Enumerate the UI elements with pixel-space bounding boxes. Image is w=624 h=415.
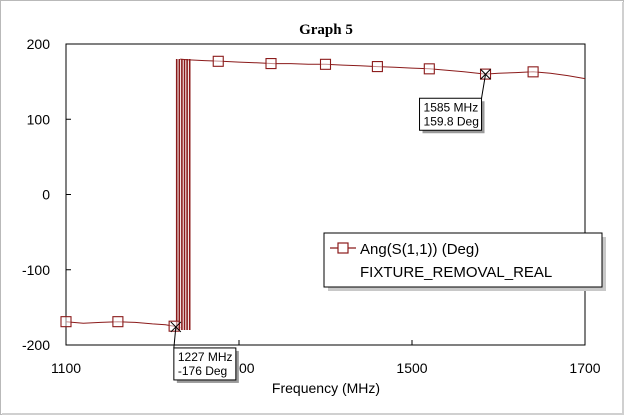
legend[interactable]: Ang(S(1,1)) (Deg) FIXTURE_REMOVAL_REAL	[323, 232, 606, 291]
data-marker	[212, 55, 224, 67]
x-tick-label: 1500	[396, 360, 427, 376]
annotation-leader	[481, 74, 487, 99]
annotation-text: -176 Deg	[178, 364, 227, 378]
annotation-box	[419, 97, 483, 131]
x-tick-label: 1100	[51, 360, 81, 376]
marker-annotation[interactable]: 1227 MHz-176 Deg	[170, 321, 239, 383]
data-marker	[265, 58, 277, 70]
legend-series-name: Ang(S(1,1)) (Deg)	[360, 241, 479, 258]
y-tick-label: 100	[27, 111, 51, 127]
annotation-leader	[173, 326, 177, 348]
data-marker	[423, 63, 435, 75]
plot-area	[65, 43, 586, 346]
legend-series-subname: FIXTURE_REMOVAL_REAL	[360, 264, 552, 281]
data-marker	[319, 58, 332, 70]
data-marker	[112, 316, 124, 328]
data-marker	[168, 320, 180, 332]
data-marker	[371, 61, 383, 73]
data-marker	[527, 66, 539, 78]
legend-marker-swatch	[337, 242, 349, 254]
y-tick-label: 200	[27, 36, 51, 52]
annotation-text: 1585 MHz	[424, 100, 479, 114]
data-marker	[60, 316, 72, 328]
y-tick-label: 0	[42, 187, 50, 203]
y-tick-label: -200	[22, 337, 50, 353]
x-tick-label: 1700	[569, 360, 600, 376]
series-layer	[65, 58, 586, 330]
chart-title: Graph 5	[299, 22, 353, 38]
annotation-text: 159.8 Deg	[424, 114, 479, 128]
annotation-text: 1227 MHz	[178, 350, 233, 364]
annotation-box	[173, 347, 237, 381]
x-axis-label: Frequency (MHz)	[272, 380, 380, 396]
y-tick-label: -100	[22, 262, 50, 278]
legend-box	[323, 232, 603, 288]
y-axis: 200 100 0 -100 -200	[22, 36, 71, 353]
